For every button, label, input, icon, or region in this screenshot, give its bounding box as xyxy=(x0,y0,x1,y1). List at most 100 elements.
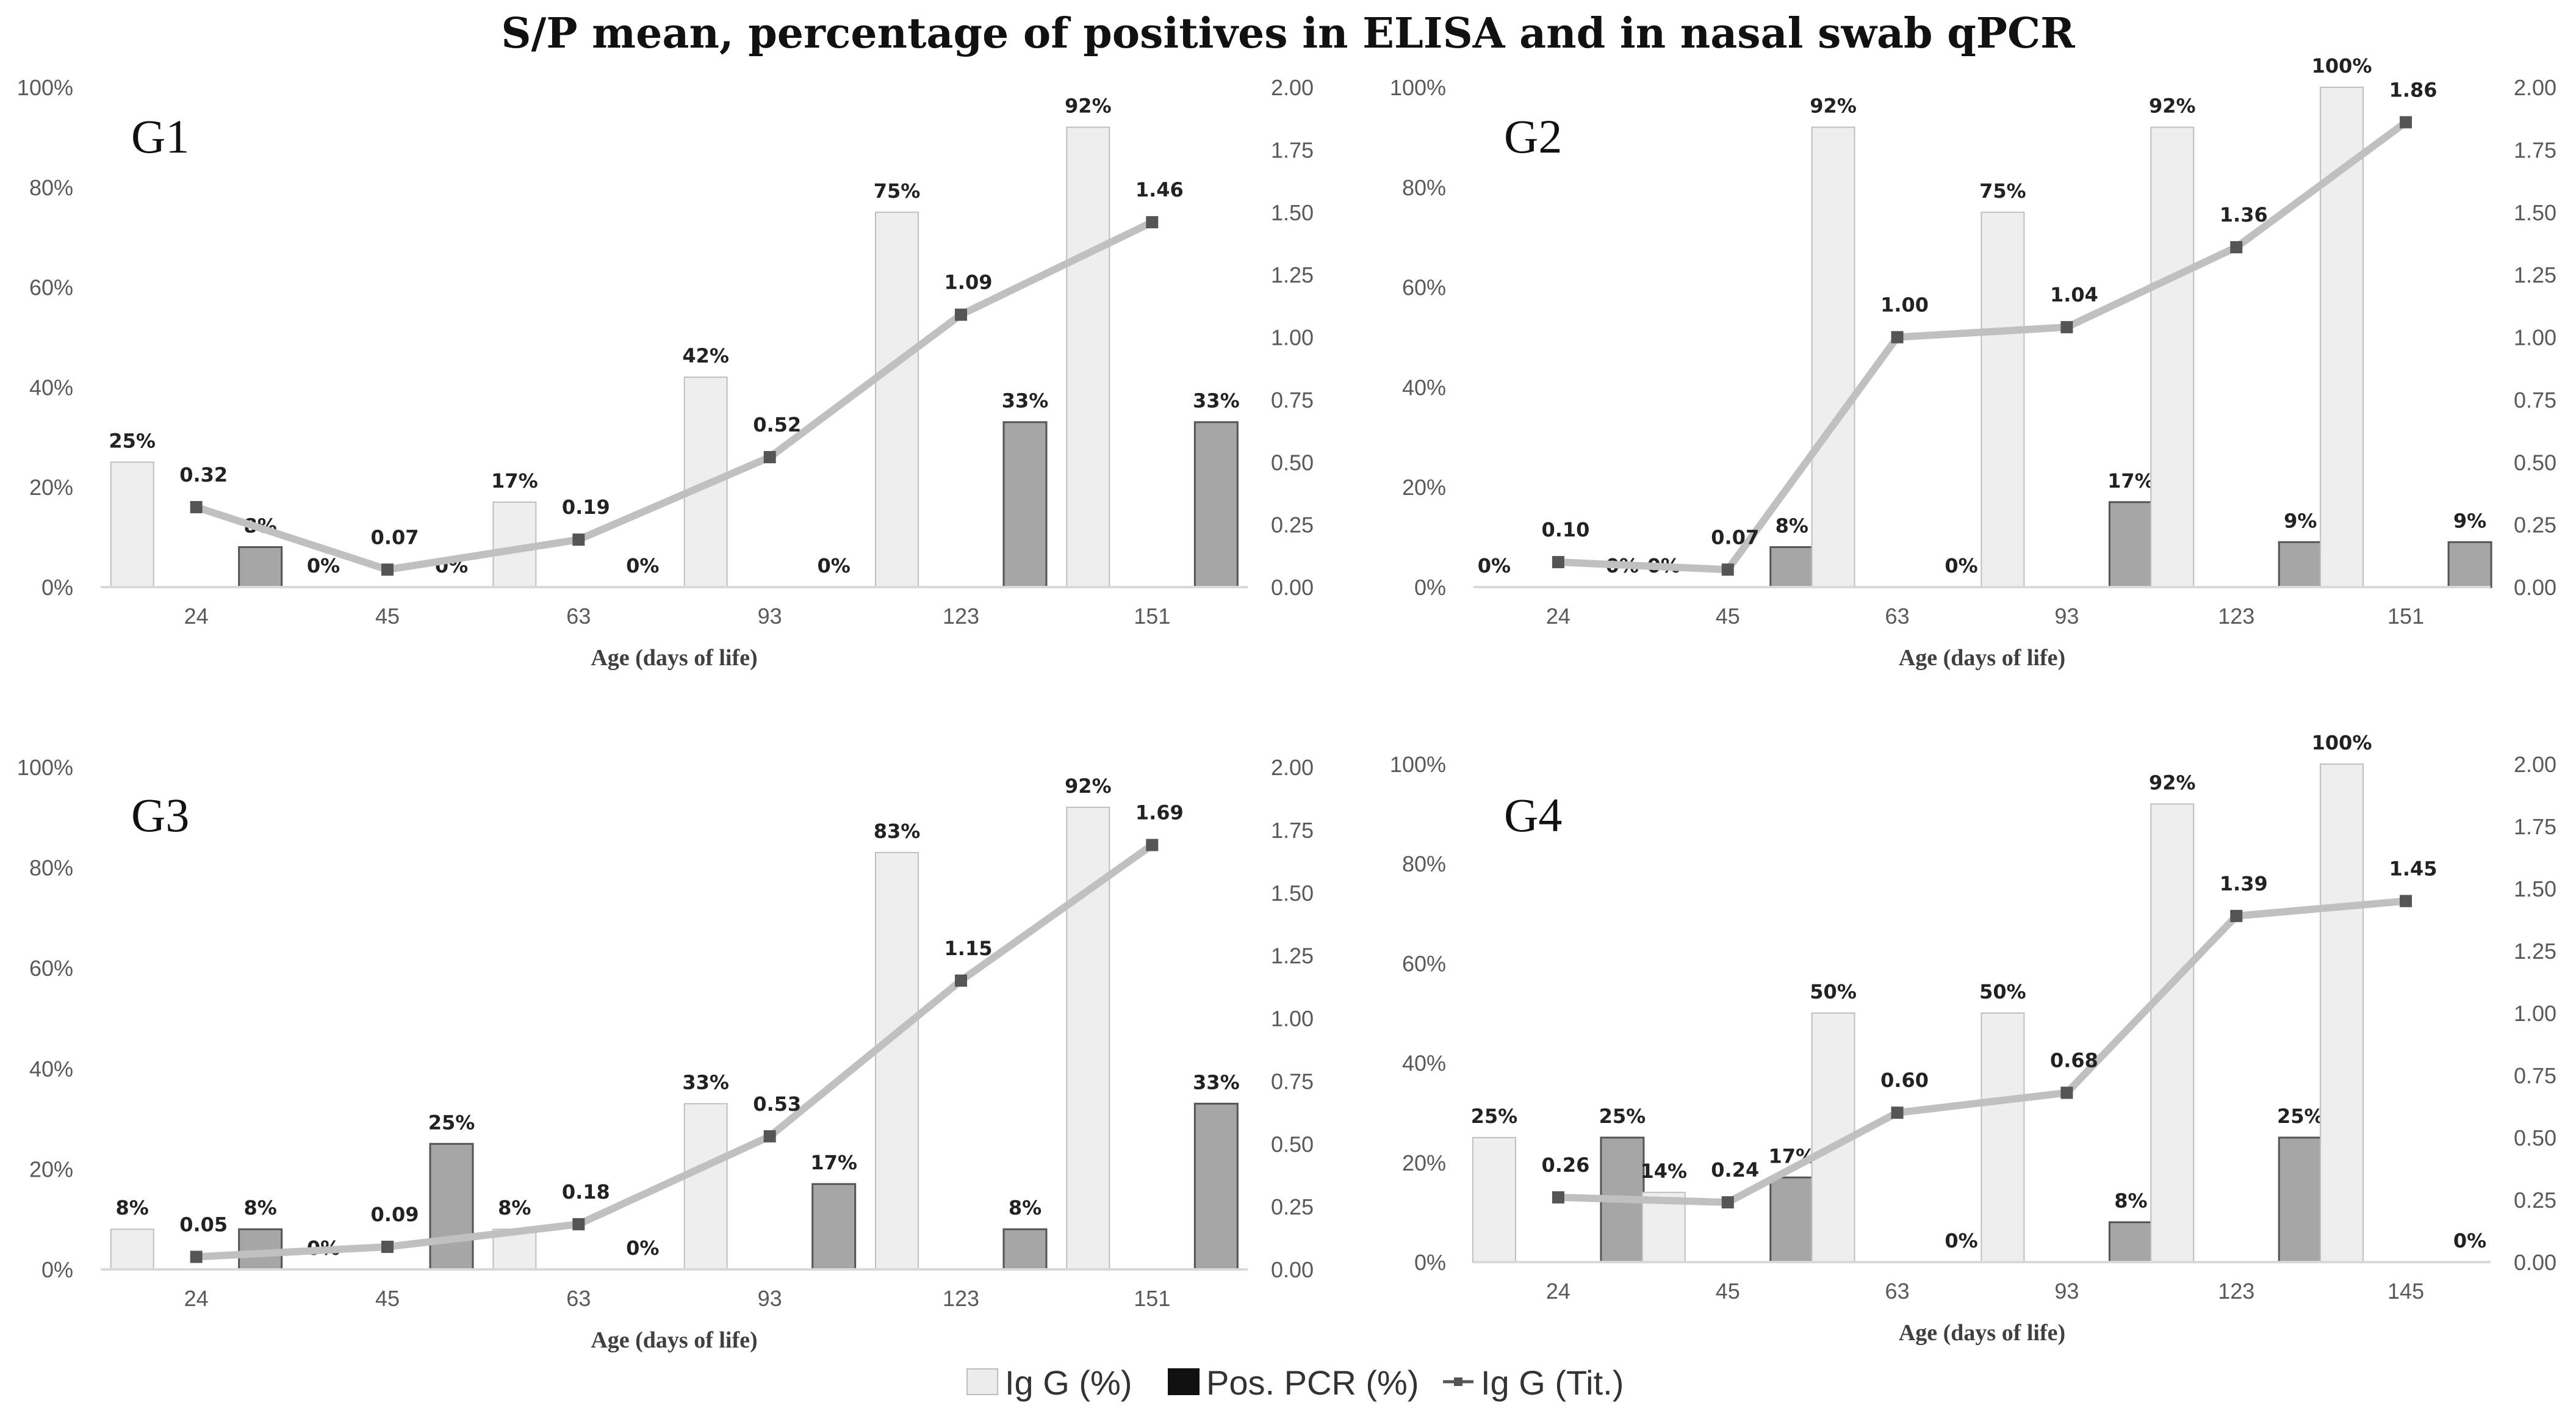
y-tick-right: 0.50 xyxy=(1271,450,1314,475)
pcr-data-label: 33% xyxy=(1002,389,1049,413)
y-tick-right: 0.00 xyxy=(2514,1250,2556,1275)
x-tick-label: 24 xyxy=(184,1286,209,1311)
y-tick-right: 0.25 xyxy=(2514,513,2556,538)
titer-point xyxy=(1552,556,1564,569)
y-tick-left: 20% xyxy=(29,1157,73,1182)
y-tick-right: 0.25 xyxy=(1271,513,1314,538)
y-tick-left: 80% xyxy=(1402,851,1446,876)
titer-data-label: 0.60 xyxy=(1880,1069,1929,1092)
x-tick-label: 63 xyxy=(566,604,591,629)
x-tick-label: 24 xyxy=(184,604,209,629)
igg-data-label: 50% xyxy=(1810,980,1857,1003)
y-tick-right: 0.00 xyxy=(1271,1257,1314,1282)
y-tick-right: 1.25 xyxy=(2514,262,2556,287)
x-tick-label: 45 xyxy=(375,1286,400,1311)
y-tick-right: 0.75 xyxy=(1271,388,1314,413)
titer-point xyxy=(1721,1196,1734,1209)
chart-panels: G1 0% 20% 40% 60% 80% 100% 0.00 0.25 0.50 0.75 1.00… xyxy=(17,54,2556,1353)
titer-data-label: 0.68 xyxy=(2050,1049,2098,1072)
y-tick-right: 1.75 xyxy=(1271,137,1314,162)
y-tick-left: 60% xyxy=(1402,951,1446,976)
x-tick-label: 45 xyxy=(1716,604,1740,629)
igg-data-label: 14% xyxy=(1640,1160,1687,1183)
x-axis-label: Age (days of life) xyxy=(1899,645,2065,671)
y-tick-right: 0.75 xyxy=(1271,1069,1314,1094)
pcr-data-label: 0% xyxy=(818,554,851,577)
y-tick-right: 1.00 xyxy=(1271,325,1314,350)
titer-data-label: 1.15 xyxy=(944,937,993,960)
igg-bar xyxy=(1981,1012,2025,1263)
titer-point xyxy=(2400,895,2412,908)
x-axis-label: Age (days of life) xyxy=(591,645,757,671)
titer-series-line xyxy=(1554,118,2410,574)
pcr-data-label: 8% xyxy=(2114,1189,2147,1213)
igg-bar xyxy=(1066,126,1110,588)
pcr-data-label: 25% xyxy=(2277,1105,2324,1128)
y-tick-right: 1.50 xyxy=(2514,200,2556,225)
pcr-data-label: 0% xyxy=(1945,554,1977,577)
titer-point xyxy=(381,1240,394,1253)
titer-point xyxy=(763,451,776,464)
pcr-bar xyxy=(2108,501,2153,588)
titer-data-label: 0.24 xyxy=(1711,1158,1759,1182)
titer-point xyxy=(2230,909,2243,922)
titer-data-label: 0.32 xyxy=(179,463,228,486)
igg-data-label: 92% xyxy=(1810,95,1857,118)
y-tick-left: 20% xyxy=(29,475,73,500)
x-tick-label: 123 xyxy=(943,1286,979,1311)
titer-point xyxy=(2060,1086,2073,1099)
pcr-bar xyxy=(1002,1228,1048,1271)
x-tick-label: 93 xyxy=(2054,1279,2079,1304)
titer-data-label: 1.39 xyxy=(2220,872,2268,895)
igg-data-label: 100% xyxy=(2312,54,2372,78)
panel-label: G3 xyxy=(131,789,189,842)
titer-data-label: 0.09 xyxy=(371,1203,419,1226)
titer-point xyxy=(1146,216,1159,229)
igg-bar xyxy=(683,1103,728,1271)
y-tick-right: 2.00 xyxy=(1271,755,1314,780)
y-tick-right: 2.00 xyxy=(1271,75,1314,100)
y-tick-right: 1.50 xyxy=(1271,200,1314,225)
titer-data-label: 1.09 xyxy=(944,271,993,294)
x-tick-label: 45 xyxy=(1716,1279,1740,1304)
y-tick-right: 1.25 xyxy=(1271,944,1314,969)
igg-data-label: 0% xyxy=(307,554,340,577)
pcr-bar xyxy=(2278,1136,2323,1263)
igg-bar xyxy=(2150,126,2195,588)
x-tick-label: 151 xyxy=(1134,1286,1170,1311)
igg-bar xyxy=(875,851,919,1271)
panel-g2: G2 0% 20% 40% 60% 80% 100% 0.00 0.25 0.50 0.75 1.00… xyxy=(1390,54,2556,671)
igg-bar xyxy=(1811,126,1855,588)
panel-label: G2 xyxy=(1504,110,1562,163)
chart-legend: Ig G (%) Pos. PCR (%) Ig G (Tit.) xyxy=(966,1363,1624,1402)
y-tick-right: 0.75 xyxy=(2514,1063,2556,1088)
titer-point xyxy=(1891,331,1904,344)
y-tick-right: 0.00 xyxy=(2514,575,2556,600)
titer-data-label: 1.36 xyxy=(2220,203,2268,226)
x-tick-label: 24 xyxy=(1546,604,1570,629)
y-tick-right: 1.25 xyxy=(2514,939,2556,964)
y-tick-left: 60% xyxy=(1402,275,1446,300)
titer-data-label: 1.00 xyxy=(1880,294,1929,317)
x-tick-label: 93 xyxy=(758,604,782,629)
igg-data-label: 50% xyxy=(1979,980,2026,1003)
pcr-data-label: 8% xyxy=(1775,514,1808,537)
panel-g4: G4 0% 20% 40% 60% 80% 100% 0.00 0.25 0.50 0.75 1.00… xyxy=(1390,731,2556,1346)
pcr-bar xyxy=(2447,541,2492,588)
y-tick-left: 80% xyxy=(29,856,73,881)
igg-bar xyxy=(110,461,154,588)
legend-label: Ig G (Tit.) xyxy=(1481,1363,1624,1402)
pcr-data-label: 8% xyxy=(1009,1196,1042,1219)
titer-point xyxy=(955,974,967,987)
y-tick-left: 100% xyxy=(17,755,73,780)
x-tick-label: 151 xyxy=(2387,604,2424,629)
y-tick-right: 1.50 xyxy=(2514,876,2556,901)
legend-swatch xyxy=(1168,1368,1200,1395)
igg-data-label: 75% xyxy=(1979,179,2026,203)
igg-data-label: 92% xyxy=(1065,95,1112,118)
pcr-data-label: 0% xyxy=(626,1236,659,1260)
pcr-bar xyxy=(429,1142,474,1271)
pcr-data-label: 33% xyxy=(1193,1070,1240,1094)
y-tick-right: 0.25 xyxy=(2514,1188,2556,1213)
titer-point xyxy=(572,533,585,546)
